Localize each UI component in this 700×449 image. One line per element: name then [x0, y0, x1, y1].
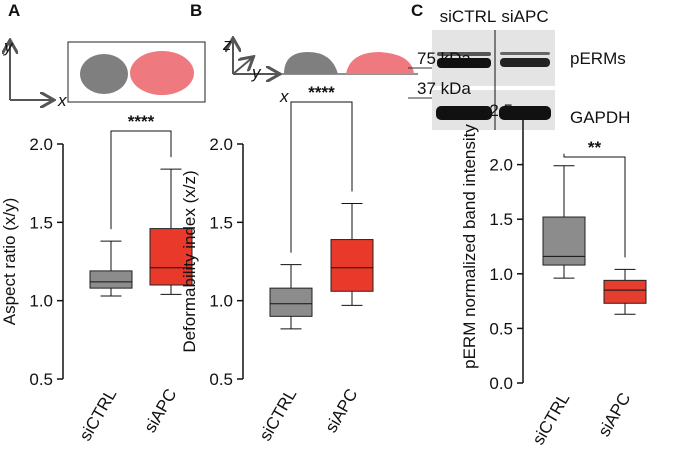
band-label: pERMs: [570, 49, 626, 68]
schematic-axis-label: x: [57, 91, 67, 110]
significance-bracket: [290, 101, 353, 253]
lane-label: siAPC: [501, 7, 548, 26]
marker-label: 37 kDa: [417, 79, 471, 98]
x-tick-label: siCTRL: [76, 386, 121, 445]
y-tick-label: 2.0: [209, 135, 233, 154]
x-tick-label: siCTRL: [529, 390, 574, 449]
x-tick-label: siAPC: [321, 386, 361, 436]
schematic-axis-label: y: [3, 37, 14, 56]
significance-label: ****: [128, 112, 155, 131]
box: [542, 216, 586, 266]
box: [330, 239, 374, 292]
y-tick-label: 1.0: [209, 292, 233, 311]
y-tick-label: 0.5: [29, 370, 53, 389]
schematic-a: [10, 42, 206, 102]
x-tick-label: siAPC: [140, 386, 180, 436]
y-tick-label: 2.0: [29, 135, 53, 154]
western-blot: [408, 30, 555, 130]
x-tick-label: siCTRL: [256, 386, 301, 445]
y-tick-label: 2.5: [489, 101, 513, 120]
box: [269, 287, 313, 317]
y-tick-label: 0.5: [489, 319, 513, 338]
schematic-axis-label: y: [251, 63, 262, 82]
y-axis-label: Aspect ratio (x/y): [0, 198, 19, 326]
box: [149, 228, 193, 286]
box: [89, 270, 133, 289]
schematic-axis-label: x: [279, 87, 289, 106]
marker-label: 75 kDa: [417, 49, 471, 68]
y-tick-label: 1.5: [209, 213, 233, 232]
y-axis-label: Deformability index (x/z): [180, 170, 199, 352]
y-tick-label: 1.0: [489, 265, 513, 284]
significance-bracket: [110, 130, 172, 230]
schematic-b: [233, 40, 418, 74]
significance-label: **: [588, 138, 602, 157]
y-tick-label: 1.0: [29, 292, 53, 311]
y-axis-label: pERM normalized band intensity: [460, 124, 479, 369]
band-label: GAPDH: [570, 108, 630, 127]
x-tick-label: siAPC: [594, 390, 634, 440]
y-tick-label: 2.0: [489, 156, 513, 175]
schematic-axis-label: z: [222, 35, 232, 54]
significance-bracket: [563, 153, 626, 258]
y-tick-label: 1.5: [489, 210, 513, 229]
y-tick-label: 0.5: [209, 370, 233, 389]
box: [603, 279, 647, 304]
y-tick-label: 0.0: [489, 374, 513, 393]
lane-label: siCTRL: [440, 7, 497, 26]
y-tick-label: 1.5: [29, 213, 53, 232]
panel-label: B: [190, 1, 202, 20]
panel-label: A: [8, 1, 20, 20]
significance-label: ****: [308, 83, 335, 102]
panel-label: C: [411, 1, 423, 20]
